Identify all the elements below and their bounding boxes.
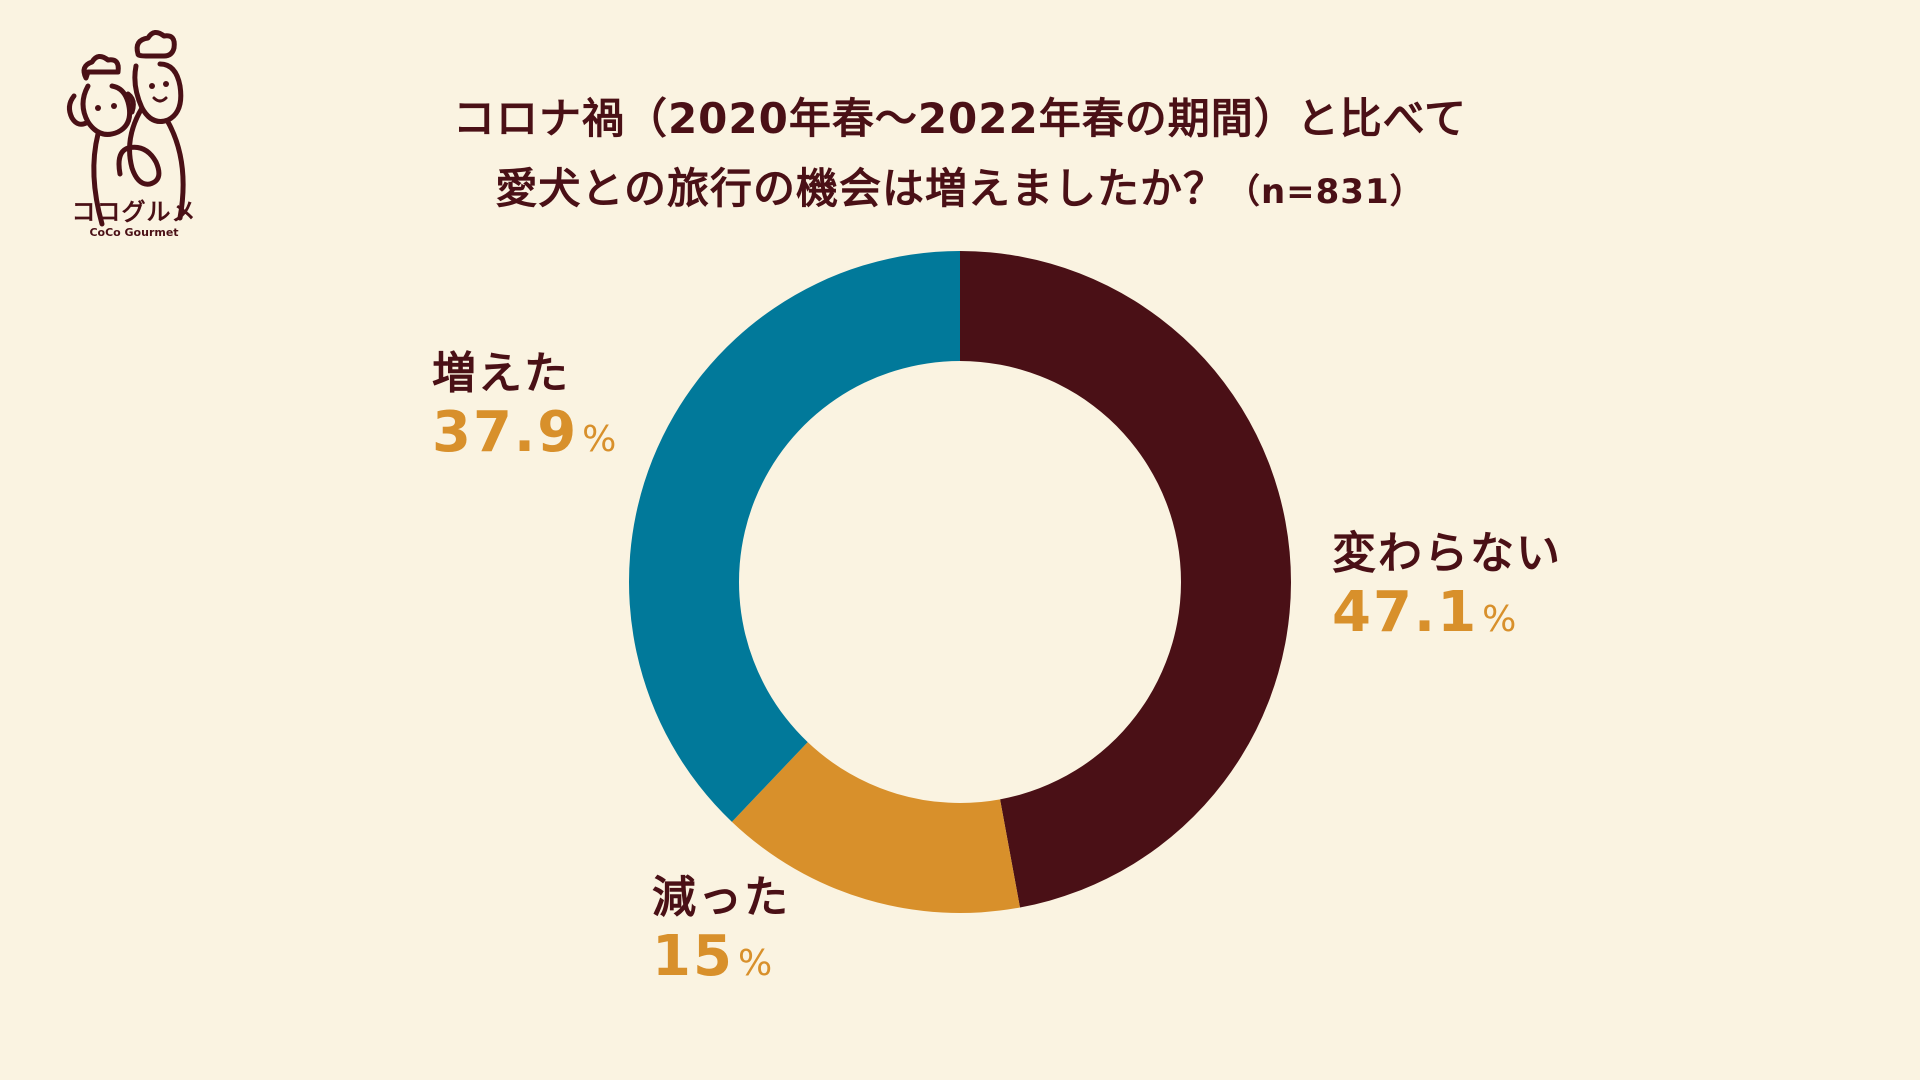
sample-size: （n=831）: [1225, 172, 1425, 212]
value-increased-number: 37.9: [432, 400, 579, 465]
label-increased-name: 増えた: [432, 348, 570, 399]
label-decreased-name: 減った: [652, 872, 790, 923]
value-decreased-unit: %: [737, 943, 775, 984]
chart-title: コロナ禍（2020年春〜2022年春の期間）と比べて 愛犬との旅行の機会は増えま…: [260, 84, 1660, 227]
title-line-1: コロナ禍（2020年春〜2022年春の期間）と比べて: [452, 94, 1468, 143]
title-question: 愛犬との旅行の機会は増えましたか？: [495, 164, 1226, 213]
value-increased-unit: %: [582, 419, 619, 460]
slice-decreased: [731, 742, 1020, 913]
value-unchanged-unit: %: [1482, 599, 1519, 640]
value-unchanged-number: 47.1: [1332, 580, 1479, 645]
title-line-2: 愛犬との旅行の機会は増えましたか？（n=831）: [260, 154, 1660, 227]
value-decreased-number: 15: [652, 924, 734, 989]
label-unchanged-value: 47.1%: [1332, 580, 1562, 653]
coco-gourmet-logo: [66, 30, 186, 227]
logo-name-jp: ココグルメ: [71, 198, 197, 226]
label-unchanged-name: 変わらない: [1332, 528, 1562, 579]
slice-unchanged: [960, 251, 1291, 908]
label-unchanged: 変わらない 47.1%: [1332, 528, 1562, 653]
label-decreased-value: 15%: [652, 924, 790, 997]
label-increased: 増えた 37.9%: [432, 348, 618, 473]
slice-increased: [629, 251, 960, 822]
label-increased-value: 37.9%: [432, 400, 618, 473]
label-decreased: 減った 15%: [652, 872, 790, 997]
logo-name-en: CoCo Gourmet: [89, 226, 179, 239]
